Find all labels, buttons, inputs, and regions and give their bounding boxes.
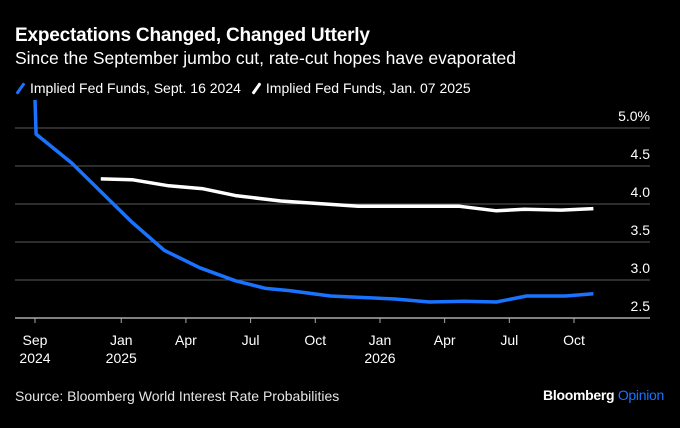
y-tick-label: 3.0 [631, 260, 651, 276]
brand-logo: Bloomberg Opinion [543, 387, 664, 403]
chart-subtitle: Since the September jumbo cut, rate-cut … [15, 48, 516, 68]
legend-item-sept-2024: Implied Fed Funds, Sept. 16 2024 [15, 80, 241, 96]
y-tick-label: 4.5 [631, 146, 651, 162]
y-tick-label: 4.0 [631, 184, 651, 200]
x-tick-year-label: 2024 [19, 350, 50, 366]
y-tick-label: 5.0% [618, 108, 650, 124]
x-tick-label: Sep [23, 332, 48, 348]
x-tick-label: Jan [110, 332, 133, 348]
legend-label: Implied Fed Funds, Jan. 07 2025 [265, 80, 471, 96]
series-line-jan-2025 [100, 177, 594, 213]
chart-title: Expectations Changed, Changed Utterly [15, 25, 370, 46]
x-tick-label: Oct [304, 332, 326, 348]
x-tick-label: Oct [563, 332, 585, 348]
legend-label: Implied Fed Funds, Sept. 16 2024 [30, 80, 241, 96]
x-tick-year-label: 2025 [106, 350, 137, 366]
x-tick-label: Apr [175, 332, 197, 348]
gridlines [15, 127, 650, 319]
brand-accent: Opinion [617, 387, 664, 403]
y-tick-label: 2.5 [631, 298, 651, 314]
brand-main: Bloomberg [543, 387, 615, 403]
legend-item-jan-2025: Implied Fed Funds, Jan. 07 2025 [251, 80, 471, 96]
series-line-sept-2024 [33, 99, 594, 304]
y-tick-label: 3.5 [631, 222, 651, 238]
x-tick-label: Jul [242, 332, 260, 348]
series-lines [33, 99, 594, 304]
legend: Implied Fed Funds, Sept. 16 2024 Implied… [15, 80, 481, 96]
x-tick-label: Apr [434, 332, 456, 348]
source-note: Source: Bloomberg World Interest Rate Pr… [15, 388, 340, 404]
x-tick-label: Jan [369, 332, 392, 348]
x-axis: Sep 2024 Jan 2025 Apr Jul Oct Jan 2026 Apr Jul Oct [19, 318, 585, 366]
y-axis-labels: 5.0% 4.5 4.0 3.5 3.0 2.5 [618, 108, 650, 314]
x-tick-label: Jul [500, 332, 518, 348]
x-tick-year-label: 2026 [364, 350, 395, 366]
